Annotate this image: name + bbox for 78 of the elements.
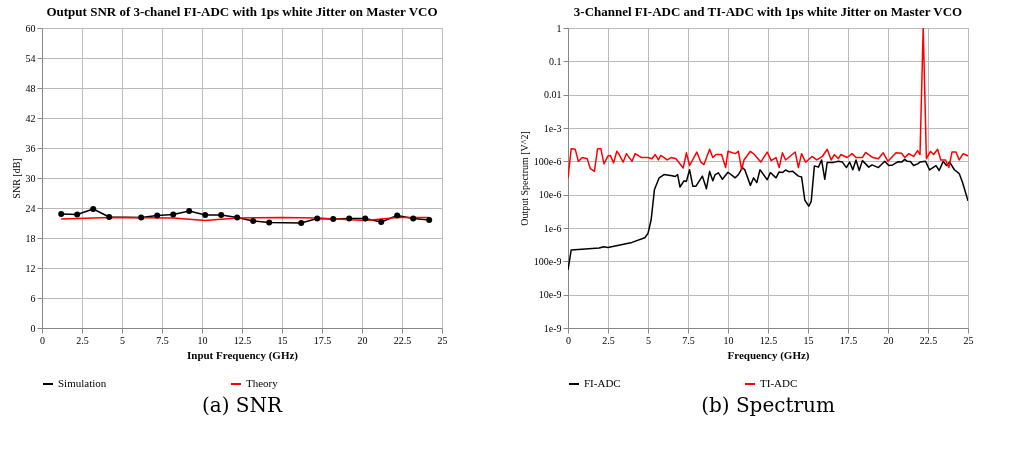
legend-label: FI-ADC	[584, 377, 621, 389]
x-tick-label: 25	[437, 334, 448, 346]
legend-label: Theory	[246, 377, 279, 389]
x-tick-label: 2.5	[602, 334, 615, 346]
legend-label: TI-ADC	[760, 377, 798, 389]
point	[314, 215, 321, 222]
chart-title: 3-Channel FI-ADC and TI-ADC with 1ps white Jitter on Master VCO	[573, 4, 963, 19]
x-tick-label: 20	[883, 334, 894, 346]
y-axis-title: SNR [dB]	[10, 158, 22, 199]
y-tick-label: 48	[25, 82, 36, 94]
x-axis-title: Input Frequency (GHz)	[186, 348, 299, 362]
x-tick-label: 22.5	[919, 334, 938, 346]
x-tick-label: 22.5	[393, 334, 412, 346]
y-tick-label: 60	[25, 22, 36, 34]
chart-title: Output SNR of 3-chanel FI-ADC with 1ps white Jitter on Master VCO	[46, 4, 438, 19]
point	[218, 212, 225, 218]
x-tick-label: 10	[197, 334, 208, 346]
y-tick-label: 54	[25, 52, 36, 64]
point	[410, 215, 417, 222]
point	[266, 219, 273, 226]
y-tick-label: 24	[25, 202, 36, 214]
point	[426, 217, 433, 223]
y-tick-label: 18	[25, 232, 36, 244]
y-tick-label: 0.01	[544, 89, 562, 101]
y-tick-label: 42	[25, 112, 36, 124]
y-tick-label: 1	[556, 22, 562, 34]
point	[250, 218, 257, 224]
y-tick-label: 36	[25, 142, 36, 154]
x-tick-label: 17.5	[313, 334, 332, 346]
point	[138, 214, 145, 221]
line-series	[568, 158, 968, 271]
point	[170, 211, 177, 218]
point	[298, 220, 305, 226]
point	[186, 208, 193, 214]
x-tick-label: 0	[40, 334, 45, 346]
x-tick-label: 25	[963, 334, 974, 346]
point	[394, 212, 401, 219]
x-tick-label: 20	[357, 334, 368, 346]
point	[58, 211, 65, 217]
y-tick-label: 30	[25, 172, 36, 184]
x-tick-label: 2.5	[76, 334, 89, 346]
point	[202, 212, 209, 218]
text: (b) Spectrum	[701, 393, 835, 417]
x-tick-label: 10	[723, 334, 734, 346]
x-tick-label: 17.5	[839, 334, 858, 346]
point	[74, 211, 81, 218]
y-tick-label: 10e-6	[538, 189, 562, 201]
x-axis-title: Frequency (GHz)	[727, 348, 810, 362]
legend-label: Simulation	[58, 377, 107, 389]
point	[90, 206, 97, 212]
y-tick-label: 1e-9	[543, 322, 562, 334]
y-axis-title: Output Spectrum [V^2]	[518, 131, 530, 226]
y-tick-label: 1e-3	[543, 122, 562, 134]
text: (a) SNR	[201, 393, 284, 417]
y-tick-label: 6	[30, 292, 36, 304]
point	[330, 216, 337, 222]
y-tick-label: 0.1	[549, 55, 562, 67]
y-tick-label: 1e-6	[543, 222, 562, 234]
point	[346, 215, 353, 222]
y-tick-label: 100e-6	[533, 155, 562, 167]
x-tick-label: 0	[566, 334, 571, 346]
point	[106, 214, 113, 220]
x-tick-label: 12.5	[759, 334, 778, 346]
x-tick-label: 7.5	[156, 334, 169, 346]
x-tick-label: 15	[803, 334, 814, 346]
y-tick-label: 10e-9	[538, 289, 562, 301]
y-tick-label: 100e-9	[533, 255, 562, 267]
y-tick-label: 0	[30, 322, 36, 334]
point	[378, 219, 385, 225]
x-tick-label: 7.5	[682, 334, 695, 346]
x-tick-label: 5	[120, 334, 125, 346]
y-tick-label: 12	[25, 262, 36, 274]
x-tick-label: 12.5	[233, 334, 252, 346]
point	[362, 215, 369, 222]
point	[154, 212, 161, 219]
x-tick-label: 15	[277, 334, 288, 346]
point	[234, 214, 241, 221]
x-tick-label: 5	[646, 334, 651, 346]
